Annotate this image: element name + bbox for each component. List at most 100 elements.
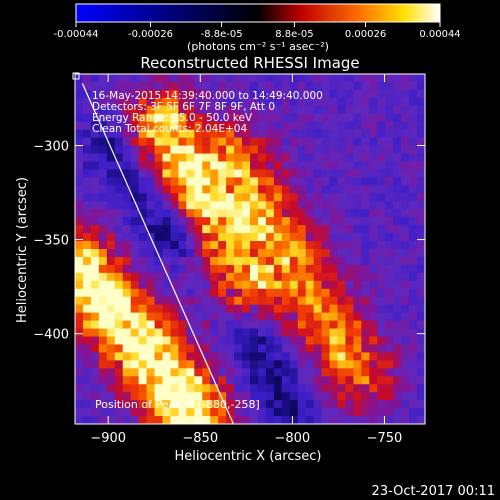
- heatmap-cell: [194, 384, 203, 393]
- heatmap-cell: [273, 328, 283, 338]
- heatmap-cell: [242, 384, 251, 393]
- heatmap-cell: [186, 81, 195, 91]
- heatmap-cell: [417, 81, 425, 91]
- heatmap-cell: [202, 264, 211, 274]
- heatmap-cell: [273, 145, 283, 155]
- heatmap-cell: [122, 105, 132, 115]
- heatmap-cell: [75, 312, 84, 322]
- heatmap-cell: [345, 400, 354, 409]
- heatmap-cell: [337, 384, 347, 393]
- heatmap-cell: [361, 376, 370, 385]
- heatmap-cell: [162, 81, 172, 91]
- heatmap-cell: [90, 256, 100, 266]
- heatmap-cell: [417, 304, 425, 314]
- heatmap-cell: [90, 384, 100, 393]
- heatmap-cell: [234, 296, 243, 306]
- heatmap-cell: [385, 272, 394, 282]
- heatmap-cell: [234, 360, 243, 369]
- heatmap-cell: [265, 392, 275, 401]
- heatmap-cell: [186, 145, 195, 155]
- heatmap-cell: [226, 137, 235, 147]
- heatmap-cell: [186, 113, 195, 123]
- heatmap-cell: [250, 360, 259, 369]
- heatmap-cell: [289, 137, 299, 147]
- heatmap-cell: [265, 264, 275, 274]
- heatmap-cell: [82, 193, 92, 202]
- heatmap-cell: [345, 193, 354, 202]
- heatmap-cell: [146, 328, 156, 338]
- heatmap-cell: [130, 392, 140, 401]
- heatmap-cell: [361, 288, 370, 298]
- heatmap-cell: [242, 185, 251, 194]
- heatmap-cell: [210, 129, 219, 139]
- heatmap-cell: [130, 304, 140, 314]
- heatmap-cell: [337, 336, 347, 346]
- heatmap-cell: [321, 105, 331, 115]
- heatmap-cell: [353, 137, 362, 147]
- heatmap-cell: [130, 177, 140, 186]
- heatmap-cell: [321, 153, 331, 163]
- heatmap-cell: [417, 121, 425, 131]
- heatmap-cell: [75, 209, 84, 218]
- heatmap-cell: [361, 169, 370, 178]
- heatmap-cell: [138, 312, 148, 322]
- heatmap-cell: [194, 352, 203, 361]
- heatmap-cell: [146, 272, 156, 282]
- heatmap-cell: [313, 185, 323, 194]
- heatmap-cell: [361, 280, 370, 290]
- heatmap-cell: [234, 129, 243, 139]
- heatmap-cell: [321, 400, 331, 409]
- heatmap-cell: [385, 89, 394, 99]
- heatmap-cell: [82, 296, 92, 306]
- heatmap-cell: [130, 113, 140, 123]
- heatmap-cell: [345, 328, 354, 338]
- heatmap-cell: [202, 384, 211, 393]
- heatmap-cell: [257, 177, 267, 186]
- heatmap-cell: [289, 89, 299, 99]
- heatmap-cell: [385, 288, 394, 298]
- heatmap-cell: [401, 408, 410, 417]
- heatmap-cell: [226, 336, 235, 346]
- heatmap-cell: [170, 256, 179, 266]
- heatmap-cell: [186, 177, 195, 186]
- heatmap-cell: [98, 408, 108, 417]
- heatmap-cell: [409, 368, 418, 377]
- heatmap-cell: [250, 97, 259, 107]
- heatmap-cell: [337, 233, 347, 242]
- heatmap-cell: [337, 217, 347, 226]
- heatmap-cell: [313, 280, 323, 290]
- heatmap-cell: [130, 352, 140, 361]
- heatmap-cell: [393, 137, 402, 147]
- heatmap-cell: [138, 249, 148, 258]
- heatmap-cell: [226, 81, 235, 91]
- heatmap-cell: [130, 280, 140, 290]
- heatmap-cell: [242, 193, 251, 202]
- heatmap-cell: [122, 288, 132, 298]
- heatmap-cell: [393, 105, 402, 115]
- heatmap-cell: [273, 272, 283, 282]
- heatmap-cell: [265, 416, 275, 424]
- heatmap-cell: [377, 193, 386, 202]
- heatmap-cell: [337, 392, 347, 401]
- heatmap-cell: [194, 249, 203, 258]
- heatmap-cell: [226, 272, 235, 282]
- heatmap-cell: [329, 256, 339, 266]
- heatmap-cell: [313, 233, 323, 242]
- heatmap-cell: [265, 352, 275, 361]
- heatmap-cell: [75, 89, 84, 99]
- heatmap-cell: [98, 352, 108, 361]
- heatmap-cell: [385, 400, 394, 409]
- heatmap-cell: [417, 320, 425, 330]
- heatmap-cell: [369, 169, 378, 178]
- heatmap-cell: [377, 233, 386, 242]
- heatmap-cell: [369, 121, 378, 131]
- heatmap-cell: [385, 161, 394, 171]
- heatmap-cell: [154, 121, 164, 131]
- heatmap-cell: [297, 408, 307, 417]
- heatmap-cell: [202, 344, 211, 353]
- heatmap-cell: [186, 360, 195, 369]
- heatmap-cell: [353, 113, 362, 123]
- heatmap-cell: [361, 256, 370, 266]
- heatmap-cell: [75, 241, 84, 250]
- heatmap-cell: [234, 233, 243, 242]
